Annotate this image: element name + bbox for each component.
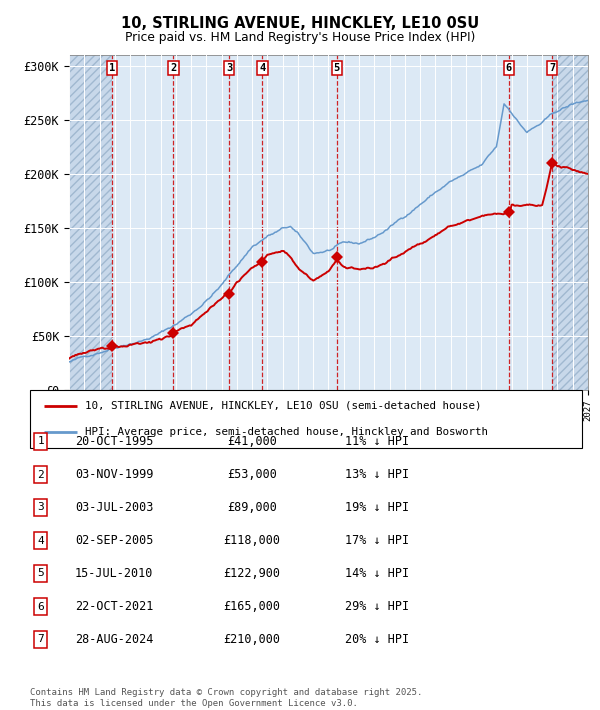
Text: 19% ↓ HPI: 19% ↓ HPI [345,501,409,514]
Text: 2: 2 [37,469,44,479]
Text: 29% ↓ HPI: 29% ↓ HPI [345,600,409,613]
Text: 11% ↓ HPI: 11% ↓ HPI [345,435,409,448]
Text: 22-OCT-2021: 22-OCT-2021 [75,600,153,613]
Text: 15-JUL-2010: 15-JUL-2010 [75,567,153,580]
Text: 20-OCT-1995: 20-OCT-1995 [75,435,153,448]
Text: 5: 5 [334,63,340,73]
Text: 3: 3 [226,63,232,73]
Text: 2: 2 [170,63,176,73]
Text: 03-JUL-2003: 03-JUL-2003 [75,501,153,514]
Text: Price paid vs. HM Land Registry's House Price Index (HPI): Price paid vs. HM Land Registry's House … [125,31,475,43]
Text: 17% ↓ HPI: 17% ↓ HPI [345,534,409,547]
Text: 3: 3 [37,503,44,513]
Text: 28-AUG-2024: 28-AUG-2024 [75,633,153,646]
Text: £210,000: £210,000 [223,633,281,646]
Text: £53,000: £53,000 [227,468,277,481]
Text: 6: 6 [506,63,512,73]
Text: £122,900: £122,900 [223,567,281,580]
Text: 1: 1 [109,63,115,73]
Text: 13% ↓ HPI: 13% ↓ HPI [345,468,409,481]
Text: 1: 1 [37,437,44,447]
Text: 5: 5 [37,569,44,579]
Text: 7: 7 [549,63,555,73]
Text: 10, STIRLING AVENUE, HINCKLEY, LE10 0SU (semi-detached house): 10, STIRLING AVENUE, HINCKLEY, LE10 0SU … [85,400,482,410]
Text: 4: 4 [259,63,266,73]
Text: HPI: Average price, semi-detached house, Hinckley and Bosworth: HPI: Average price, semi-detached house,… [85,427,488,437]
Text: Contains HM Land Registry data © Crown copyright and database right 2025.
This d: Contains HM Land Registry data © Crown c… [30,689,422,708]
Text: 14% ↓ HPI: 14% ↓ HPI [345,567,409,580]
Text: 02-SEP-2005: 02-SEP-2005 [75,534,153,547]
Text: 10, STIRLING AVENUE, HINCKLEY, LE10 0SU: 10, STIRLING AVENUE, HINCKLEY, LE10 0SU [121,16,479,31]
Text: £118,000: £118,000 [223,534,281,547]
Text: £165,000: £165,000 [223,600,281,613]
Text: £89,000: £89,000 [227,501,277,514]
Text: 4: 4 [37,535,44,545]
FancyBboxPatch shape [30,390,582,448]
Text: 20% ↓ HPI: 20% ↓ HPI [345,633,409,646]
Text: 6: 6 [37,601,44,611]
Text: 03-NOV-1999: 03-NOV-1999 [75,468,153,481]
Text: £41,000: £41,000 [227,435,277,448]
Text: 7: 7 [37,635,44,645]
